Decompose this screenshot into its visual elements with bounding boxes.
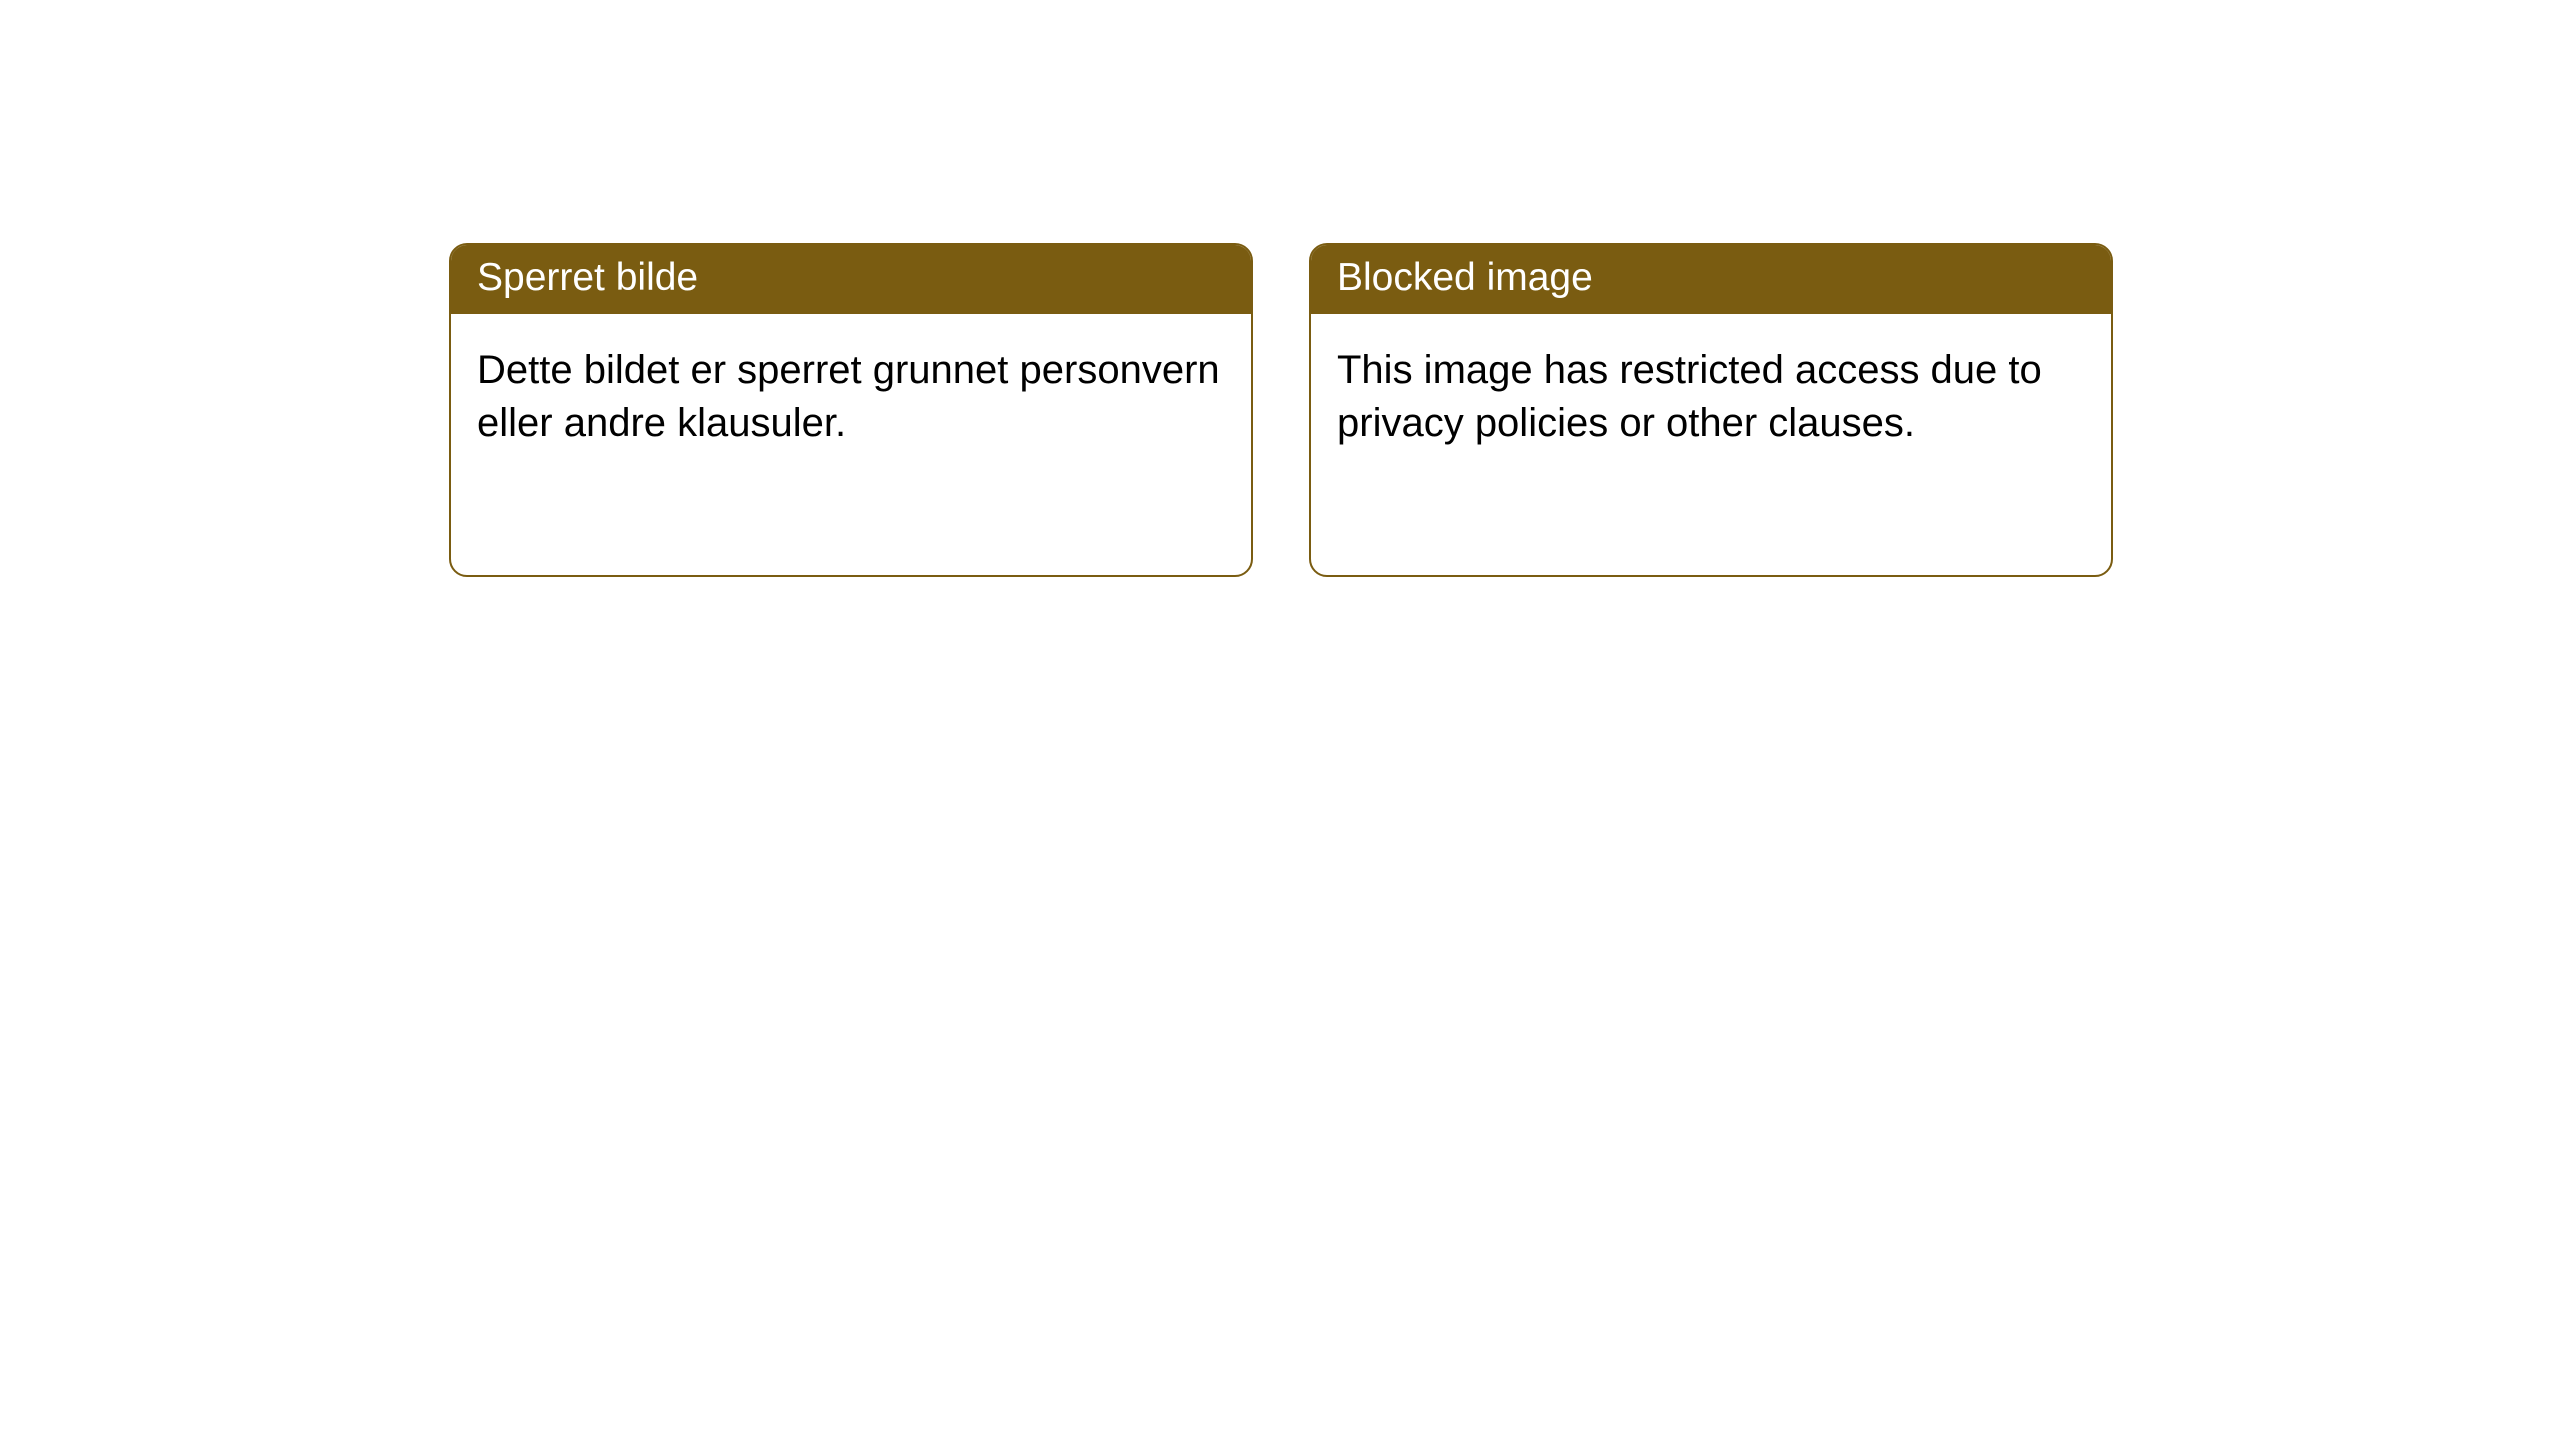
notice-body: This image has restricted access due to … bbox=[1311, 314, 2111, 476]
notice-card-norwegian: Sperret bilde Dette bildet er sperret gr… bbox=[449, 243, 1253, 577]
notice-header: Blocked image bbox=[1311, 245, 2111, 314]
notice-body-text: Dette bildet er sperret grunnet personve… bbox=[477, 348, 1220, 445]
notice-card-english: Blocked image This image has restricted … bbox=[1309, 243, 2113, 577]
notice-body-text: This image has restricted access due to … bbox=[1337, 348, 2042, 445]
notice-title: Blocked image bbox=[1337, 256, 1593, 299]
notice-body: Dette bildet er sperret grunnet personve… bbox=[451, 314, 1251, 476]
notice-header: Sperret bilde bbox=[451, 245, 1251, 314]
notice-title: Sperret bilde bbox=[477, 256, 698, 299]
notice-container: Sperret bilde Dette bildet er sperret gr… bbox=[0, 0, 2560, 577]
